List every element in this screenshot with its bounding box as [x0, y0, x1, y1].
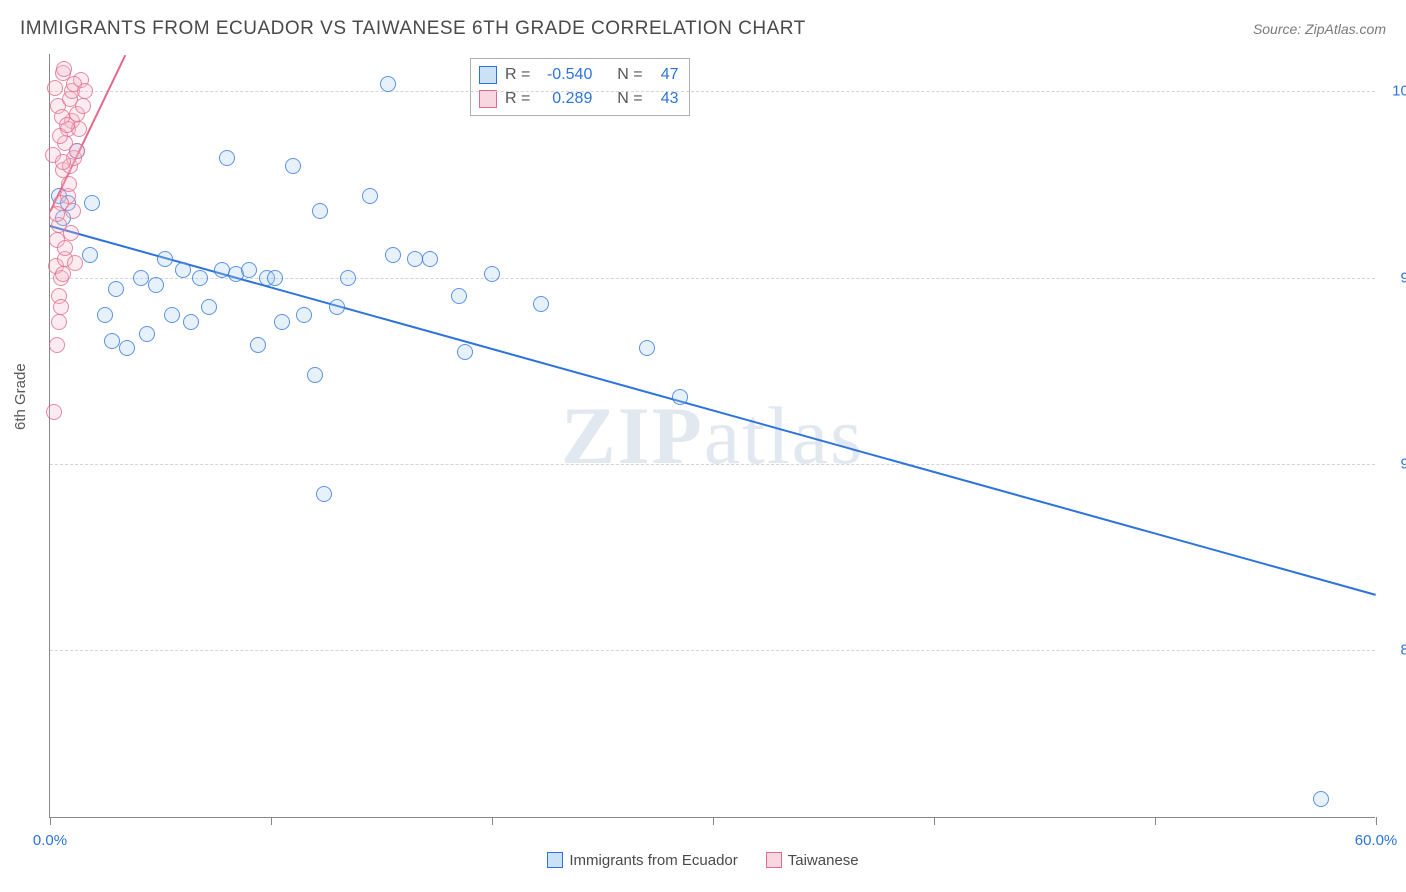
data-point — [139, 326, 155, 342]
x-tick — [713, 817, 714, 825]
legend-label: Taiwanese — [788, 852, 859, 869]
stat-n-value: 47 — [651, 63, 679, 87]
x-tick — [1376, 817, 1377, 825]
data-point — [47, 80, 63, 96]
data-point — [65, 203, 81, 219]
stat-legend-row: R = -0.540 N = 47 — [479, 63, 679, 87]
data-point — [67, 255, 83, 271]
correlation-stats-legend: R =-0.540 N =47R =0.289 N =43 — [470, 58, 690, 116]
data-point — [46, 404, 62, 420]
data-point — [148, 277, 164, 293]
data-point — [51, 314, 67, 330]
data-point — [63, 225, 79, 241]
data-point — [133, 270, 149, 286]
data-point — [164, 307, 180, 323]
data-point — [250, 337, 266, 353]
scatter-plot-area: ZIPatlas R =-0.540 N =47R =0.289 N =43 8… — [49, 54, 1375, 818]
y-axis-label: 6th Grade — [12, 363, 29, 430]
data-point — [484, 266, 500, 282]
data-point — [119, 340, 135, 356]
data-point — [316, 486, 332, 502]
x-tick — [271, 817, 272, 825]
data-point — [201, 299, 217, 315]
data-point — [274, 314, 290, 330]
legend-swatch — [479, 90, 497, 108]
data-point — [157, 251, 173, 267]
data-point — [241, 262, 257, 278]
data-point — [53, 299, 69, 315]
data-point — [175, 262, 191, 278]
data-point — [285, 158, 301, 174]
data-point — [192, 270, 208, 286]
data-point — [104, 333, 120, 349]
y-tick-label: 100.0% — [1383, 83, 1406, 100]
title-row: IMMIGRANTS FROM ECUADOR VS TAIWANESE 6TH… — [20, 18, 1386, 40]
trend-line — [50, 225, 1377, 596]
x-tick — [492, 817, 493, 825]
data-point — [59, 117, 75, 133]
data-point — [84, 195, 100, 211]
legend-item: Taiwanese — [766, 852, 859, 869]
data-point — [49, 206, 65, 222]
data-point — [1313, 791, 1329, 807]
stat-r-label: R = — [505, 63, 530, 87]
data-point — [267, 270, 283, 286]
source-attribution: Source: ZipAtlas.com — [1253, 21, 1386, 37]
x-tick-label: 0.0% — [33, 832, 67, 849]
legend-swatch — [547, 852, 563, 868]
x-tick — [50, 817, 51, 825]
data-point — [49, 337, 65, 353]
gridline-h — [50, 91, 1375, 92]
data-point — [219, 150, 235, 166]
source-name: ZipAtlas.com — [1305, 21, 1386, 37]
data-point — [296, 307, 312, 323]
watermark: ZIPatlas — [561, 389, 864, 483]
legend-swatch — [479, 66, 497, 84]
x-tick-label: 60.0% — [1355, 832, 1398, 849]
data-point — [422, 251, 438, 267]
legend-item: Immigrants from Ecuador — [547, 852, 737, 869]
legend-swatch — [766, 852, 782, 868]
data-point — [108, 281, 124, 297]
data-point — [451, 288, 467, 304]
source-label: Source: — [1253, 21, 1301, 37]
data-point — [56, 61, 72, 77]
data-point — [183, 314, 199, 330]
gridline-h — [50, 650, 1375, 651]
y-tick-label: 95.0% — [1383, 269, 1406, 286]
data-point — [307, 367, 323, 383]
y-tick-label: 85.0% — [1383, 642, 1406, 659]
data-point — [57, 240, 73, 256]
chart-title: IMMIGRANTS FROM ECUADOR VS TAIWANESE 6TH… — [20, 18, 806, 40]
y-tick-label: 90.0% — [1383, 455, 1406, 472]
data-point — [75, 98, 91, 114]
data-point — [639, 340, 655, 356]
x-tick — [1155, 817, 1156, 825]
stat-r-value: -0.540 — [538, 63, 592, 87]
data-point — [61, 176, 77, 192]
legend-label: Immigrants from Ecuador — [569, 852, 737, 869]
data-point — [82, 247, 98, 263]
data-point — [407, 251, 423, 267]
data-point — [380, 76, 396, 92]
data-point — [312, 203, 328, 219]
data-point — [362, 188, 378, 204]
gridline-h — [50, 464, 1375, 465]
data-point — [329, 299, 345, 315]
stat-n-label: N = — [617, 63, 642, 87]
data-point — [340, 270, 356, 286]
data-point — [55, 154, 71, 170]
series-legend: Immigrants from Ecuador Taiwanese — [0, 852, 1406, 873]
data-point — [69, 143, 85, 159]
data-point — [457, 344, 473, 360]
data-point — [385, 247, 401, 263]
data-point — [77, 83, 93, 99]
x-tick — [934, 817, 935, 825]
data-point — [672, 389, 688, 405]
watermark-rest: atlas — [704, 390, 864, 481]
data-point — [97, 307, 113, 323]
data-point — [533, 296, 549, 312]
